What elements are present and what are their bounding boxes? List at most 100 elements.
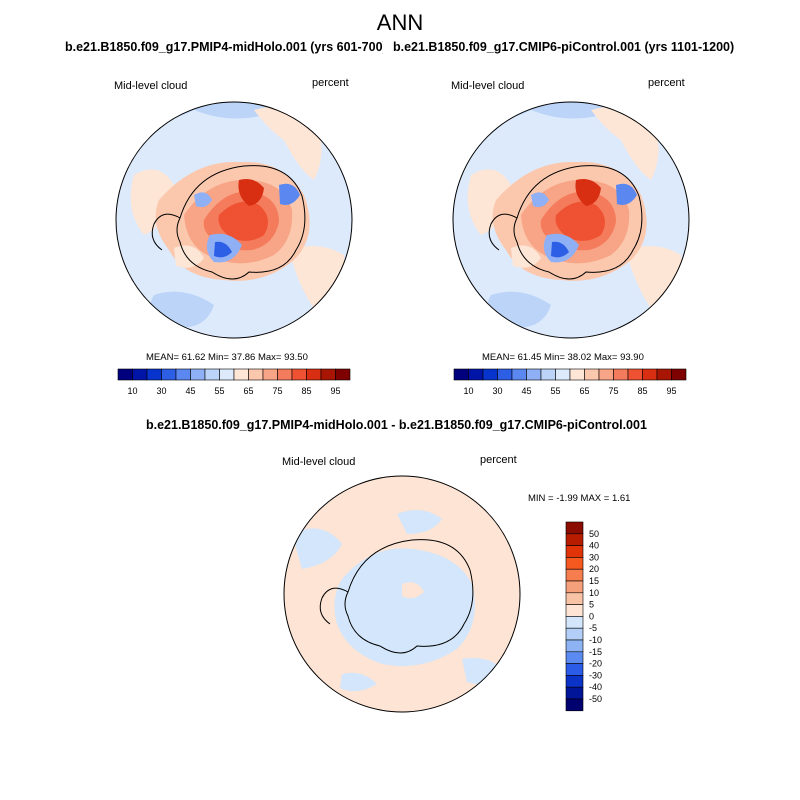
colorbar-box — [565, 604, 584, 617]
colorbar-box — [233, 368, 249, 381]
panel-right-stats: MEAN= 61.45 Min= 38.02 Max= 93.90 — [482, 352, 644, 363]
polar-map-right — [452, 101, 690, 339]
colorbar-tick-label: -40 — [589, 682, 602, 692]
antarctica-coastline — [344, 539, 474, 654]
colorbar-tick-label: 95 — [666, 386, 676, 396]
colorbar-box — [262, 368, 278, 381]
polar-map-left — [115, 101, 353, 339]
colorbar-box — [175, 368, 191, 381]
colorbar-box — [453, 368, 469, 381]
colorbar-box — [565, 651, 584, 664]
difference-positive — [402, 582, 424, 599]
cloud-field-low — [616, 183, 637, 205]
panel-left-variable-label: Mid-level cloud — [114, 80, 188, 92]
colorbar-box — [540, 368, 556, 381]
antarctica-coastline — [513, 165, 643, 280]
colorbar-box — [468, 368, 484, 381]
colorbar-tick-label: 65 — [243, 386, 253, 396]
colorbar-tick-label: 40 — [589, 541, 599, 551]
colorbar-box — [569, 368, 585, 381]
south-america-coastline — [319, 587, 349, 625]
colorbar-tick-label: 0 — [589, 611, 594, 621]
colorbar-box — [320, 368, 336, 381]
south-america-coastline — [151, 213, 181, 251]
colorbar-box — [565, 557, 584, 570]
colorbar-tick-label: 30 — [589, 552, 599, 562]
cloud-field-peak — [238, 179, 264, 206]
cloud-field-lower — [551, 241, 569, 258]
colorbar-tick-label: 30 — [156, 386, 166, 396]
colorbar-box — [335, 368, 351, 381]
colorbar-tick-label: 30 — [492, 386, 502, 396]
colorbar-box — [248, 368, 264, 381]
colorbar-right: 10 30 45 55 65 75 85 95 — [453, 368, 687, 396]
cloud-field-low — [531, 192, 549, 208]
cloud-field-highest — [218, 201, 268, 241]
colorbar-box — [526, 368, 542, 381]
colorbar-tick-label: 50 — [589, 529, 599, 539]
colorbar-box — [565, 580, 584, 594]
difference-negative — [397, 510, 442, 534]
difference-negative — [292, 528, 342, 569]
panel-right-variable-label: Mid-level cloud — [451, 80, 525, 92]
colorbar-box — [565, 568, 584, 582]
colorbar-tick-label: 45 — [185, 386, 195, 396]
cloud-field-lower — [214, 241, 232, 258]
polar-map-difference — [283, 475, 521, 713]
colorbar-tick-label: 15 — [589, 576, 599, 586]
colorbar-tick-label: -30 — [589, 670, 602, 680]
colorbar-box — [565, 698, 584, 712]
colorbar-box — [132, 368, 148, 381]
colorbar-tick-label: 55 — [550, 386, 560, 396]
colorbar-box — [117, 368, 133, 381]
cloud-field-low — [194, 192, 212, 208]
colorbar-tick-label: 75 — [608, 386, 618, 396]
colorbar-box — [584, 368, 600, 381]
colorbar-box — [291, 368, 307, 381]
colorbar-box — [482, 368, 498, 381]
colorbar-box — [161, 368, 177, 381]
antarctica-coastline — [176, 165, 306, 280]
panel-left-case-title: b.e21.B1850.f09_g17.PMIP4-midHolo.001 (y… — [65, 40, 383, 54]
colorbar-tick-label: 75 — [272, 386, 282, 396]
colorbar-box — [565, 545, 584, 558]
cloud-field-mid — [174, 245, 204, 268]
colorbar-left: 10 30 45 55 65 75 85 95 — [117, 368, 351, 396]
colorbar-box — [598, 368, 614, 381]
colorbar-box — [613, 368, 629, 381]
colorbar-tick-label: -15 — [589, 647, 602, 657]
colorbar-tick-label: 85 — [301, 386, 311, 396]
colorbar-box — [656, 368, 672, 381]
colorbar-tick-label: -50 — [589, 694, 602, 704]
panel-right-case-title: b.e21.B1850.f09_g17.CMIP6-piControl.001 … — [393, 40, 735, 54]
cloud-field-highest — [555, 201, 605, 241]
panel-left-units-label: percent — [312, 77, 349, 89]
colorbar-box — [565, 663, 584, 676]
colorbar-tick-label: -5 — [589, 623, 597, 633]
colorbar-tick-label: 10 — [127, 386, 137, 396]
colorbar-box — [555, 368, 571, 381]
colorbar-box — [219, 368, 235, 381]
colorbar-box — [565, 616, 584, 629]
difference-negative — [462, 658, 507, 685]
cloud-field-low — [279, 183, 300, 205]
colorbar-box — [565, 521, 584, 535]
colorbar-tick-label: 55 — [214, 386, 224, 396]
panel-left-stats: MEAN= 61.62 Min= 37.86 Max= 93.50 — [146, 352, 308, 363]
colorbar-box — [627, 368, 643, 381]
diff-panel-title: b.e21.B1850.f09_g17.PMIP4-midHolo.001 - … — [146, 418, 647, 432]
diff-panel-stats: MIN = -1.99 MAX = 1.61 — [528, 493, 631, 504]
diff-panel-units-label: percent — [480, 454, 517, 466]
colorbar-tick-label: 65 — [579, 386, 589, 396]
colorbar-box — [190, 368, 206, 381]
colorbar-box — [565, 639, 584, 653]
colorbar-box — [642, 368, 658, 381]
colorbar-tick-label: 10 — [589, 588, 599, 598]
colorbar-box — [306, 368, 322, 381]
colorbar-box — [277, 368, 293, 381]
colorbar-box — [511, 368, 527, 381]
colorbar-tick-label: 10 — [463, 386, 473, 396]
panel-right-units-label: percent — [648, 77, 685, 89]
